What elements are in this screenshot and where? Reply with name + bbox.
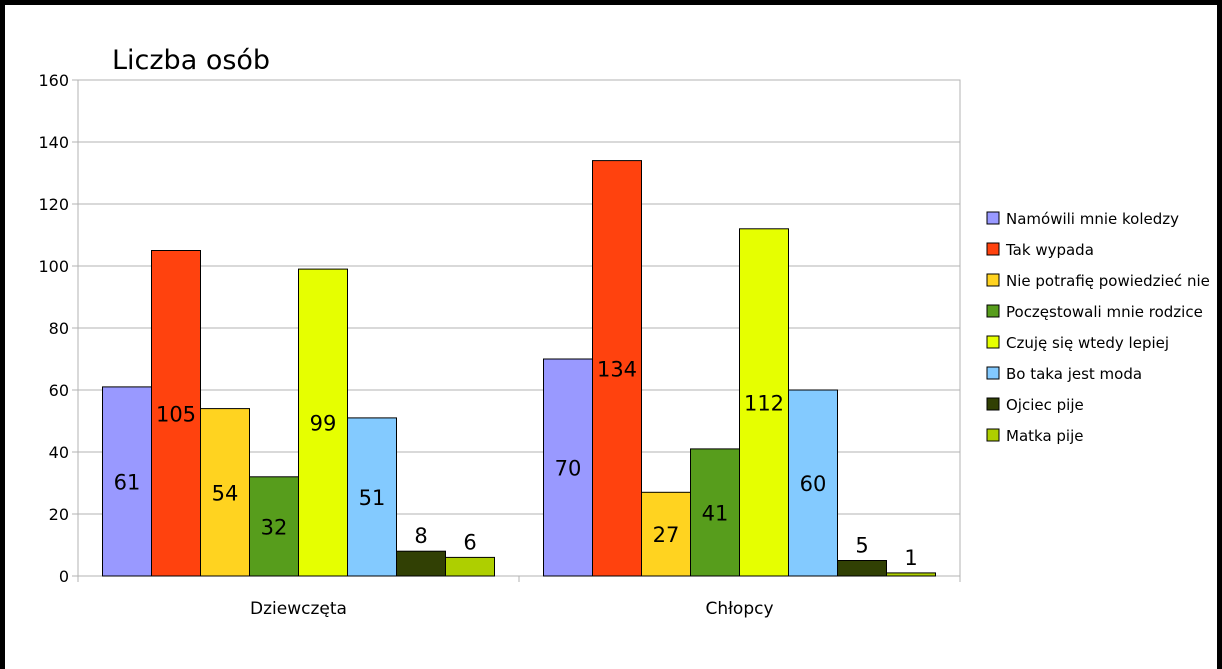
y-tick-label-100: 100	[38, 257, 69, 276]
y-tick-label-60: 60	[49, 381, 69, 400]
data-label-1-6: 51	[359, 486, 386, 510]
legend-label-6: Bo taka jest moda	[1006, 365, 1142, 383]
data-label-2-8: 1	[904, 546, 917, 570]
y-tick-label-20: 20	[49, 505, 69, 524]
data-label-1-5: 99	[310, 412, 337, 436]
legend-swatch-8	[986, 428, 1000, 442]
data-label-2-7: 5	[855, 534, 868, 558]
bar-1-2	[151, 250, 201, 577]
data-label-2-5: 112	[744, 391, 784, 415]
bar-2-1	[543, 358, 593, 577]
legend: Namówili mnie koledzy Tak wypada Nie potra…	[986, 210, 1210, 445]
data-label-2-4: 41	[702, 501, 729, 525]
legend-label-8: Matka pije	[1006, 427, 1083, 445]
data-label-1-1: 61	[114, 470, 141, 494]
y-tick-label-40: 40	[49, 443, 69, 462]
bar-1-1	[102, 386, 152, 577]
legend-swatch-3	[986, 273, 1000, 287]
y-tick-label-0: 0	[59, 567, 69, 586]
x-category-label: Chłopcy	[705, 599, 773, 619]
bar-1-3	[200, 408, 250, 577]
data-label-2-1: 70	[555, 457, 582, 481]
data-label-1-7: 8	[414, 524, 427, 548]
legend-label-3: Nie potrafię powiedzieć nie	[1006, 272, 1210, 290]
data-label-2-2: 134	[597, 357, 637, 381]
bar-2-3	[641, 491, 691, 577]
legend-label-4: Poczęstowali mnie rodzice	[1006, 303, 1203, 321]
bar-1-4	[249, 476, 299, 577]
data-label-1-4: 32	[261, 515, 288, 539]
legend-label-7: Ojciec pije	[1006, 396, 1084, 414]
legend-label-5: Czuję się wtedy lepiej	[1006, 334, 1169, 352]
data-label-1-2: 105	[156, 402, 196, 426]
y-tick-label-80: 80	[49, 319, 69, 338]
bar-2-8	[886, 572, 936, 577]
data-label-2-6: 60	[800, 472, 827, 496]
bar-1-8	[445, 556, 495, 577]
bar-2-5	[739, 228, 789, 577]
bar-2-7	[837, 560, 887, 577]
bar-2-6	[788, 389, 838, 577]
y-tick-label-160: 160	[38, 71, 69, 90]
bar-2-2	[592, 160, 642, 577]
bars	[102, 160, 936, 577]
bar-2-4	[690, 448, 740, 577]
legend-swatch-5	[986, 335, 1000, 349]
bar-1-6	[347, 417, 397, 577]
y-tick-label-140: 140	[38, 133, 69, 152]
bar-1-7	[396, 550, 446, 577]
legend-swatch-1	[986, 211, 1000, 225]
legend-swatch-6	[986, 366, 1000, 380]
data-label-2-3: 27	[653, 523, 680, 547]
x-category-label: Dziewczęta	[250, 599, 347, 619]
data-label-1-8: 6	[463, 530, 476, 554]
legend-swatch-4	[986, 304, 1000, 318]
legend-label-1: Namówili mnie koledzy	[1006, 210, 1179, 228]
legend-swatch-2	[986, 242, 1000, 256]
y-tick-label-120: 120	[38, 195, 69, 214]
legend-label-2: Tak wypada	[1005, 241, 1094, 259]
bar-1-5	[298, 268, 348, 577]
data-label-1-3: 54	[212, 481, 239, 505]
chart-title: Liczba osób	[112, 45, 270, 76]
legend-swatch-7	[986, 397, 1000, 411]
